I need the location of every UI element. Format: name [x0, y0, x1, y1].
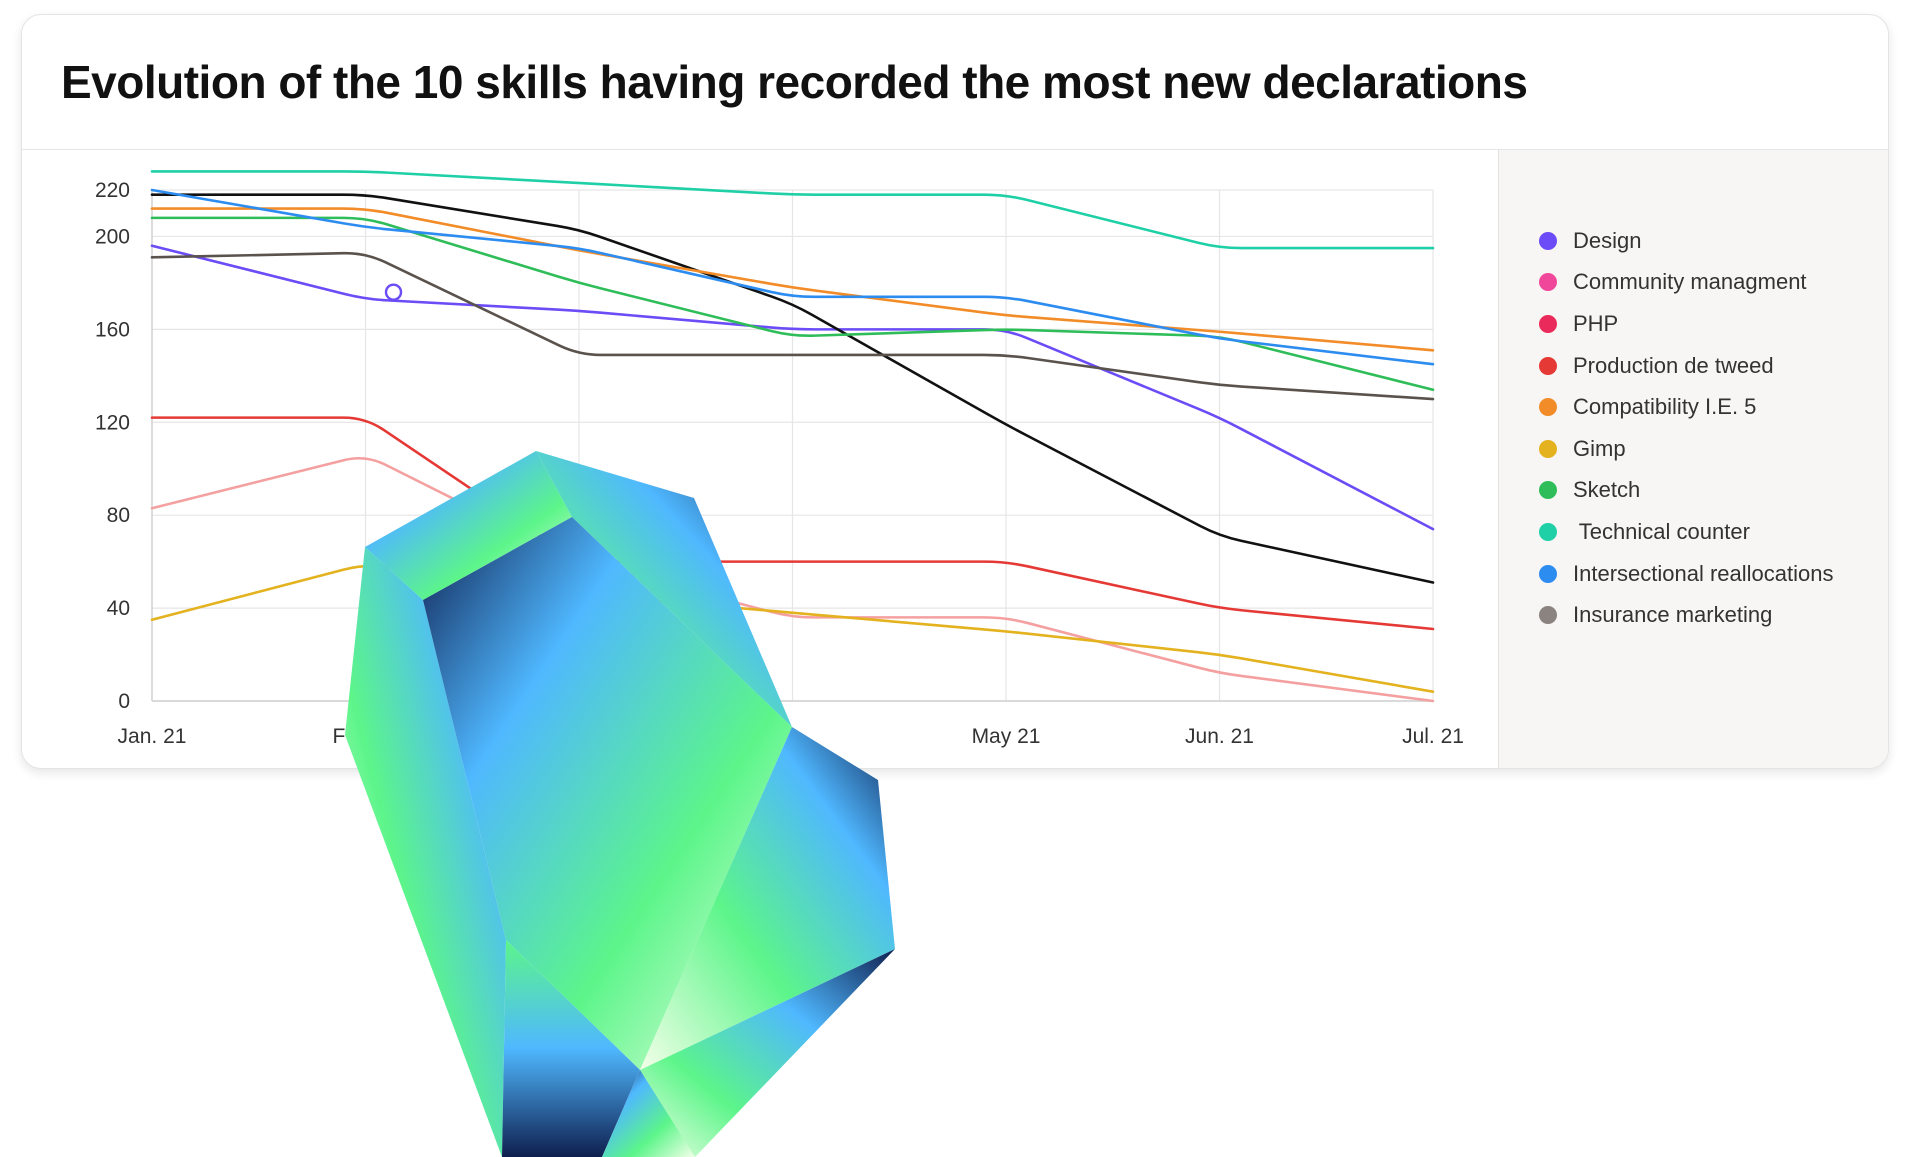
legend-dot-icon	[1539, 606, 1557, 625]
legend-item[interactable]: Technical counter	[1539, 511, 1833, 553]
legend-label: Intersectional reallocations	[1573, 560, 1834, 586]
legend-dot-icon	[1539, 522, 1557, 541]
series-line-insurance-marketing[interactable]	[150, 251, 1435, 401]
line-chart[interactable]: 0 40 80 120 160 200 220 Jan. 21 F May 21 Jun. 21 Ju…	[22, 15, 1498, 768]
y-tick-label: 120	[95, 411, 130, 434]
legend-dot-icon	[1539, 231, 1557, 250]
legend-label: Design	[1573, 227, 1642, 253]
legend-item[interactable]: PHP	[1539, 303, 1833, 345]
x-tick-label: F	[333, 725, 346, 748]
legend-panel: Design Community managment PHP Production d…	[1498, 150, 1888, 768]
legend-label: Sketch	[1573, 477, 1641, 503]
legend-dot-icon	[1539, 398, 1557, 417]
x-tick-label: Jul. 21	[1402, 725, 1464, 748]
crystal-gem-icon	[345, 451, 895, 1157]
series-line-compatibility-i-e-5[interactable]	[150, 207, 1435, 352]
y-tick-label: 200	[95, 225, 130, 248]
x-tick-label: Jan. 21	[118, 725, 187, 748]
series-line-php[interactable]	[150, 193, 1435, 584]
legend-item[interactable]: Gimp	[1539, 428, 1833, 470]
chart-card: Evolution of the 10 skills having record…	[21, 14, 1889, 769]
series-line-production-de-tweed[interactable]	[150, 416, 1435, 631]
series-line-design[interactable]	[150, 244, 1435, 531]
legend-item[interactable]: Production de tweed	[1539, 345, 1833, 387]
series-line-intersectional-reallocations[interactable]	[150, 188, 1435, 366]
legend-item[interactable]: Sketch	[1539, 470, 1833, 512]
series-line-community-managment[interactable]	[150, 456, 1435, 703]
legend-item[interactable]: Community managment	[1539, 262, 1833, 304]
legend-label: Community managment	[1573, 269, 1807, 295]
legend-label: Technical counter	[1573, 518, 1750, 544]
card-header: Evolution of the 10 skills having record…	[22, 15, 1888, 150]
legend-label: Insurance marketing	[1573, 602, 1773, 628]
y-tick-label: 40	[107, 597, 130, 620]
x-tick-label: Jun. 21	[1185, 725, 1254, 748]
legend-item[interactable]: Compatibility I.E. 5	[1539, 386, 1833, 428]
series-line-technical-counter[interactable]	[150, 170, 1435, 250]
legend-dot-icon	[1539, 439, 1557, 458]
legend-item[interactable]: Design	[1539, 220, 1833, 262]
marker-layer	[384, 283, 403, 301]
legend-label: Compatibility I.E. 5	[1573, 394, 1757, 420]
legend-item[interactable]: Insurance marketing	[1539, 594, 1833, 636]
legend-dot-icon	[1539, 356, 1557, 375]
legend-dot-icon	[1539, 314, 1557, 333]
legend-dot-icon	[1539, 564, 1557, 583]
x-tick-label: May 21	[972, 725, 1041, 748]
legend-label: PHP	[1573, 310, 1619, 336]
hover-point-marker[interactable]	[384, 283, 403, 301]
chart-title: Evolution of the 10 skills having record…	[61, 56, 1528, 108]
legend-item[interactable]: Intersectional reallocations	[1539, 553, 1833, 595]
y-tick-label: 160	[95, 318, 130, 341]
legend-list: Design Community managment PHP Production d…	[1539, 220, 1833, 636]
y-tick-label: 220	[95, 179, 130, 202]
y-tick-label: 0	[118, 690, 130, 713]
legend-dot-icon	[1539, 273, 1557, 292]
legend-label: Gimp	[1573, 435, 1626, 461]
series-layer	[150, 170, 1435, 703]
y-tick-label: 80	[107, 504, 130, 527]
legend-dot-icon	[1539, 481, 1557, 500]
legend-label: Production de tweed	[1573, 352, 1774, 378]
